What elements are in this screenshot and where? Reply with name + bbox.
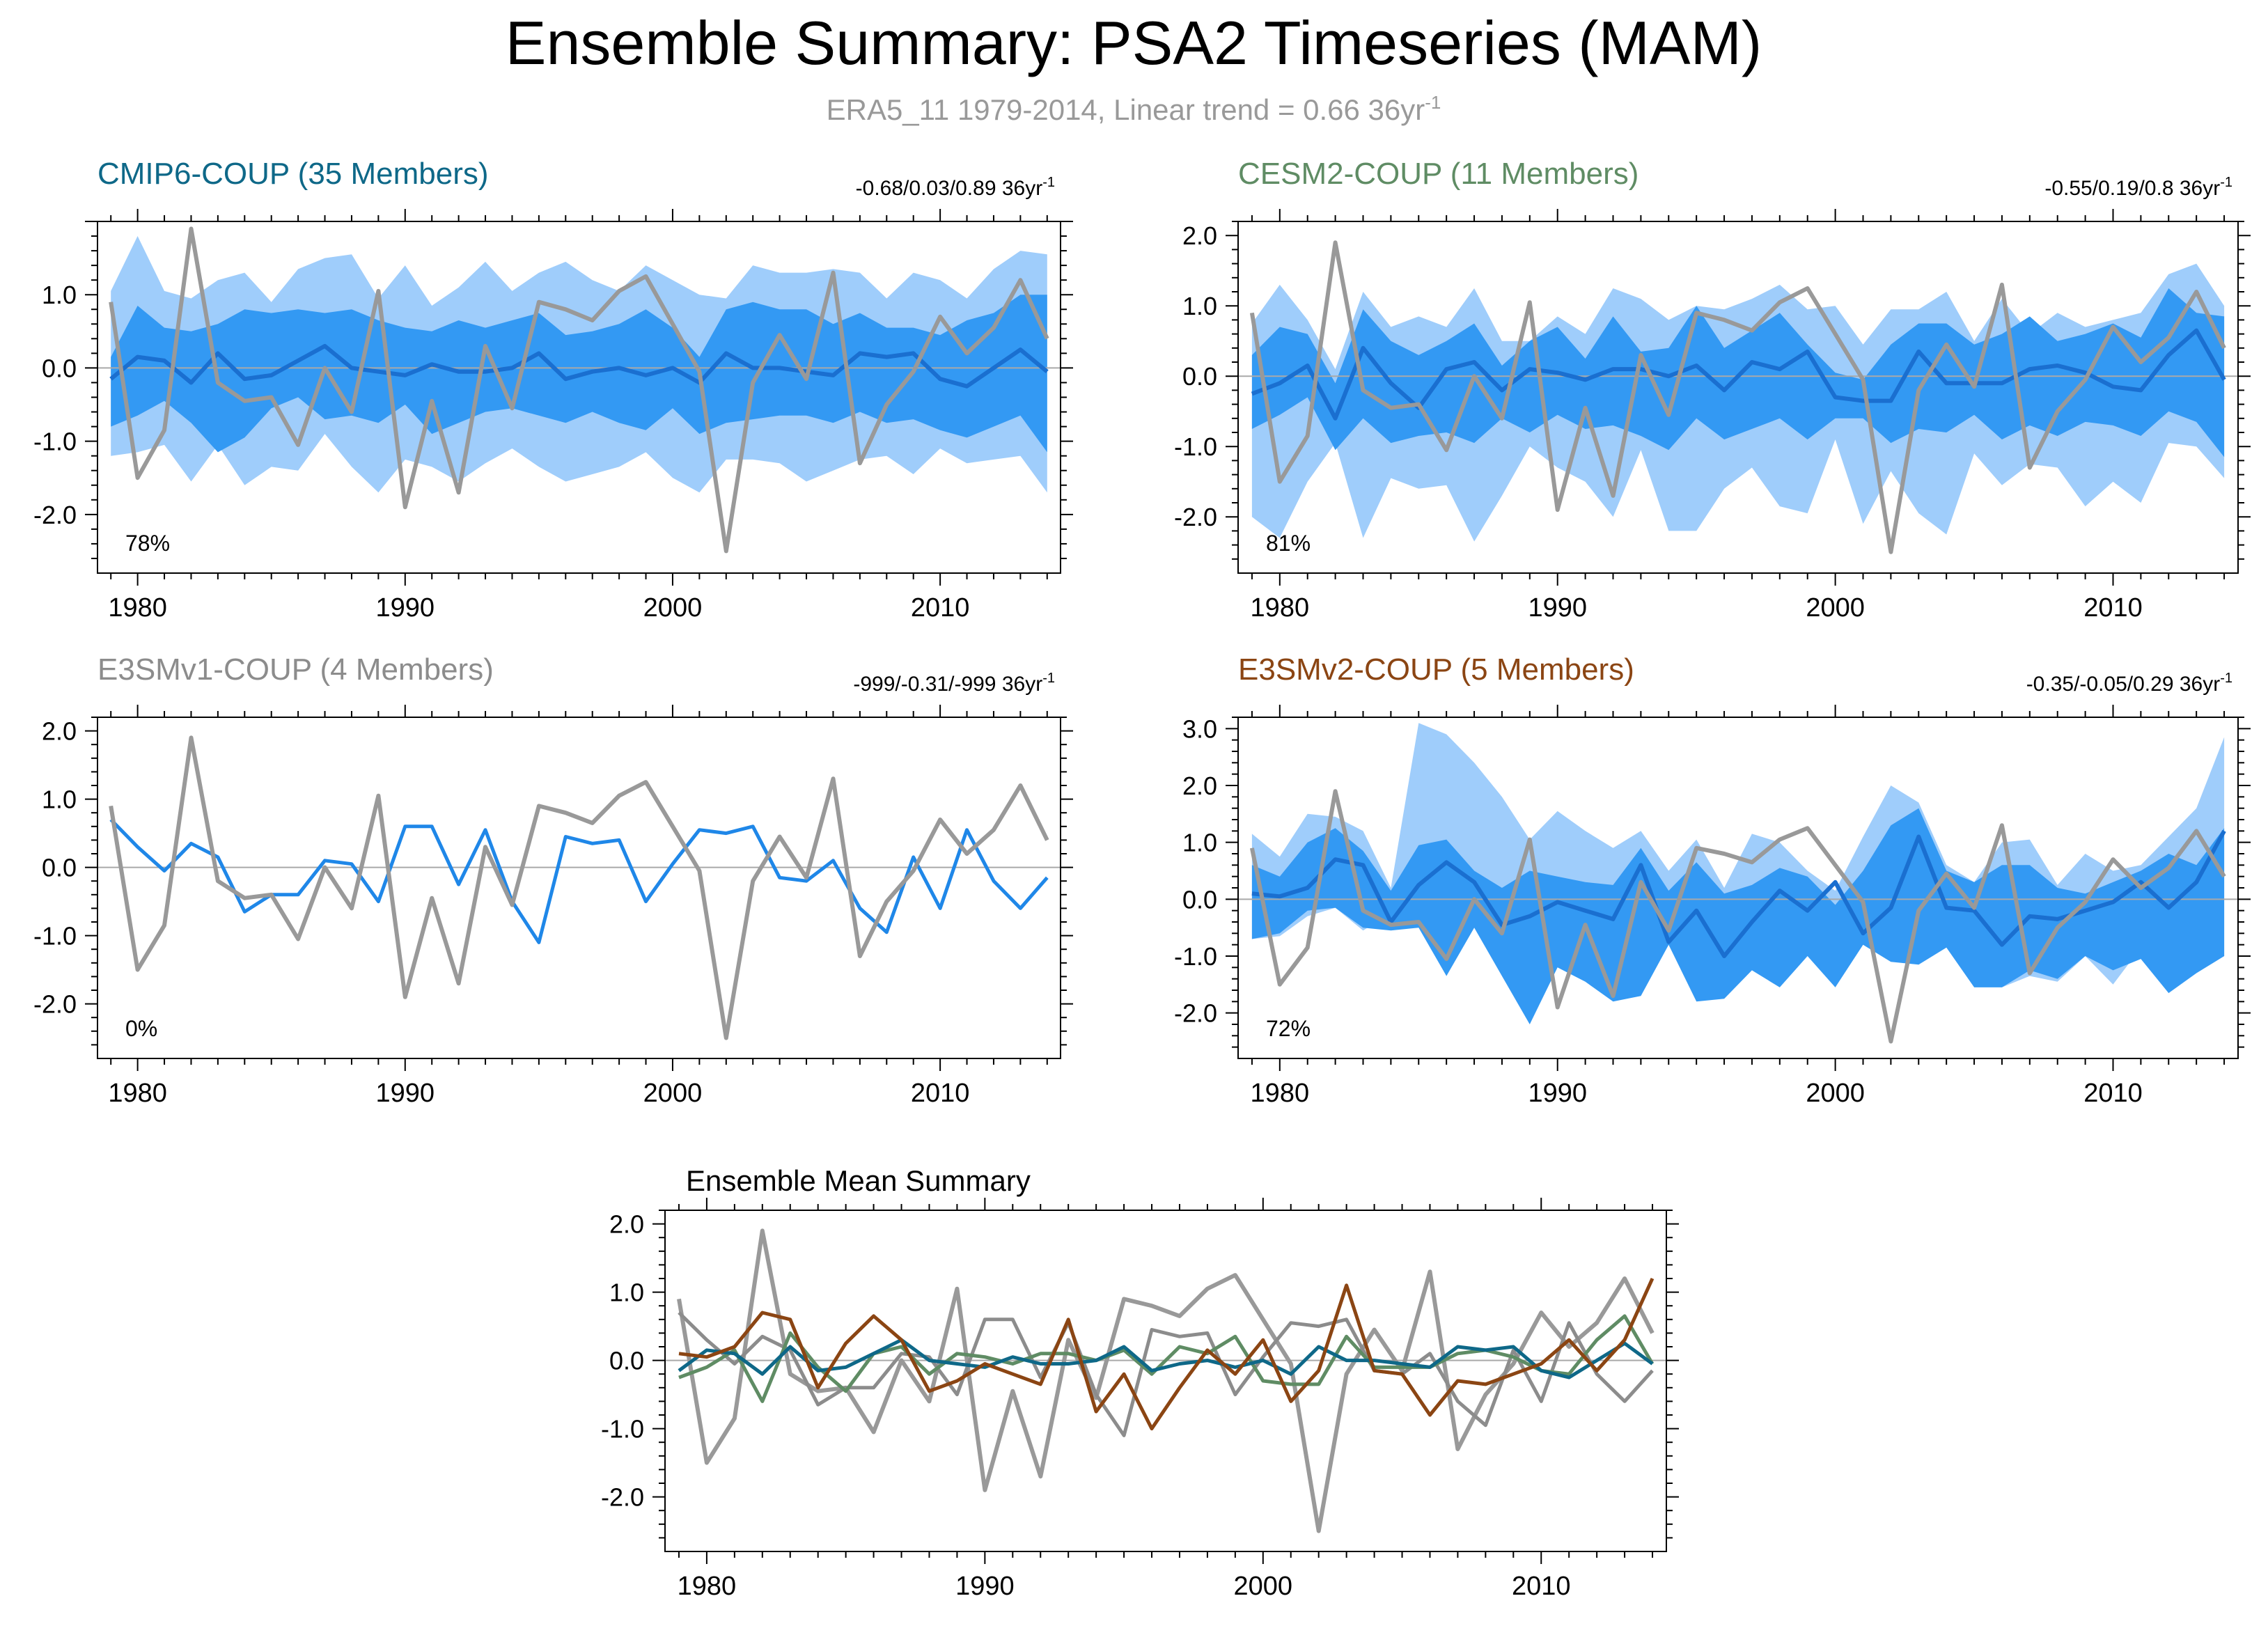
plot-frame (1237, 221, 2239, 574)
y-tick-label: -1.0 (1174, 942, 1217, 971)
x-tick-label: 2010 (911, 1079, 970, 1108)
y-tick-label: 0.0 (609, 1347, 644, 1375)
y-tick-label: -1.0 (601, 1415, 644, 1444)
y-tick-label: 1.0 (1182, 829, 1217, 857)
trend-stats-sup: -1 (2220, 175, 2232, 190)
obs-line (677, 1228, 1655, 1533)
panel-title: E3SMv1-COUP (4 Members) (97, 652, 494, 687)
x-tick-label: 1980 (678, 1572, 737, 1601)
y-tick-label: 2.0 (1182, 221, 1217, 250)
x-tick-label: 2010 (2083, 593, 2143, 623)
y-tick-label: -2.0 (1174, 503, 1217, 531)
panel-cmip6: 1980 1990 2000 2010 -2.0 -1.0 0.0 1.0 CMIP6-COUP… (33, 157, 1073, 623)
plot-area (97, 226, 1061, 554)
y-tick-label: 0.0 (42, 854, 77, 882)
x-tick-label: 2010 (911, 593, 970, 623)
inner-range-band (1251, 808, 2225, 1024)
panel-title: CMIP6-COUP (35 Members) (97, 157, 489, 191)
percent-label: 78% (125, 531, 170, 556)
panels: 1980 1990 2000 2010 -2.0 -1.0 0.0 1.0 CMIP6-COUP… (33, 157, 2251, 1601)
y-tick-label: -2.0 (1174, 999, 1217, 1028)
percent-label: 81% (1266, 531, 1311, 556)
ensemble-mean-line (109, 343, 1049, 389)
x-tick-label: 2000 (1806, 593, 1865, 623)
figure-subtitle-main: ERA5_11 1979-2014, Linear trend = 0.66 3… (827, 93, 1425, 126)
x-tick-label: 1990 (1528, 593, 1587, 623)
x-tick-label: 1980 (1251, 1079, 1310, 1108)
figure-subtitle: ERA5_11 1979-2014, Linear trend = 0.66 3… (827, 92, 1441, 126)
trend-stats-main: -0.35/-0.05/0.29 36yr (2026, 673, 2221, 696)
obs-line (109, 735, 1049, 1040)
trend-stats: -0.68/0.03/0.89 36yr-1 (856, 175, 1055, 200)
x-tick-label: 1980 (108, 593, 167, 623)
ensemble-mean-line (109, 818, 1049, 944)
y-tick-label: 2.0 (42, 717, 77, 746)
x-tick-label: 1980 (1251, 593, 1310, 623)
panel-title: E3SMv2-COUP (5 Members) (1238, 652, 1634, 687)
panel-mean-summary: 1980 1990 2000 2010 -2.0 -1.0 0.0 1.0 2.0 Ensembl… (601, 1164, 1679, 1601)
trend-stats: -0.55/0.19/0.8 36yr-1 (2044, 175, 2232, 200)
y-tick-label: 2.0 (1182, 772, 1217, 800)
obs-line (109, 226, 1049, 554)
panel-cesm2: 1980 1990 2000 2010 -2.0 -1.0 0.0 1.0 2.0 CESM2-C… (1174, 157, 2251, 623)
y-tick-label: -1.0 (33, 428, 77, 456)
y-tick-label: -1.0 (1174, 432, 1217, 461)
plot-frame (664, 1210, 1667, 1552)
x-tick-label: 1990 (376, 593, 435, 623)
y-tick-label: 1.0 (609, 1279, 644, 1307)
trend-stats-main: -999/-0.31/-999 36yr (853, 673, 1042, 696)
y-tick-label: 1.0 (42, 281, 77, 309)
x-tick-label: 2000 (643, 593, 703, 623)
x-tick-label: 1980 (108, 1079, 167, 1108)
trend-stats-sup: -1 (1042, 175, 1055, 190)
y-tick-label: 1.0 (42, 785, 77, 814)
trend-stats: -999/-0.31/-999 36yr-1 (853, 671, 1055, 696)
panel-title: Ensemble Mean Summary (686, 1164, 1031, 1197)
percent-label: 72% (1266, 1016, 1311, 1041)
plot-area (1238, 723, 2238, 1044)
trend-stats-sup: -1 (2220, 671, 2232, 686)
y-tick-label: -2.0 (33, 501, 77, 529)
ensemble-mean-line (1251, 829, 2226, 958)
y-tick-label: 0.0 (1182, 885, 1217, 914)
percent-label: 0% (125, 1016, 157, 1041)
cmip6-mean-line (678, 1338, 1654, 1379)
figure-title: Ensemble Summary: PSA2 Timeseries (MAM) (506, 8, 1762, 77)
plot-area (665, 1228, 1666, 1533)
trend-stats-main: -0.55/0.19/0.8 36yr (2044, 177, 2220, 200)
plot-area (97, 735, 1061, 1040)
e3smv2-mean-line (678, 1277, 1655, 1431)
x-tick-label: 1990 (955, 1572, 1015, 1601)
plot-area (1238, 240, 2238, 554)
figure-subtitle-sup: -1 (1425, 92, 1441, 113)
x-tick-label: 2000 (1806, 1079, 1865, 1108)
y-tick-label: -1.0 (33, 922, 77, 951)
plot-frame (97, 717, 1061, 1059)
x-tick-label: 2010 (2083, 1079, 2143, 1108)
y-tick-label: 0.0 (42, 354, 77, 382)
panel-title: CESM2-COUP (11 Members) (1238, 157, 1639, 191)
x-tick-label: 1990 (376, 1079, 435, 1108)
y-tick-label: 3.0 (1182, 714, 1217, 743)
x-tick-label: 2000 (643, 1079, 703, 1108)
trend-stats-sup: -1 (1042, 671, 1055, 686)
obs-line (1249, 240, 2226, 554)
y-tick-label: 1.0 (1182, 292, 1217, 320)
y-tick-label: 2.0 (609, 1210, 644, 1239)
y-tick-label: -2.0 (601, 1483, 644, 1512)
x-tick-label: 2010 (1512, 1572, 1571, 1601)
inner-range-band (1251, 288, 2225, 458)
y-tick-label: 0.0 (1182, 362, 1217, 391)
obs-line (1249, 789, 2226, 1044)
e3smv1-mean-line (678, 1311, 1654, 1437)
panel-e3smv2: 1980 1990 2000 2010 -2.0 -1.0 0.0 1.0 2.0 3.0 E3SM… (1174, 652, 2251, 1108)
y-tick-label: -2.0 (33, 990, 77, 1019)
trend-stats-main: -0.68/0.03/0.89 36yr (856, 177, 1043, 200)
x-tick-label: 1990 (1528, 1079, 1587, 1108)
panel-e3smv1: 1980 1990 2000 2010 -2.0 -1.0 0.0 1.0 2.0 E3SMv1-… (33, 652, 1073, 1108)
trend-stats: -0.35/-0.05/0.29 36yr-1 (2026, 671, 2232, 696)
x-tick-label: 2000 (1234, 1572, 1293, 1601)
